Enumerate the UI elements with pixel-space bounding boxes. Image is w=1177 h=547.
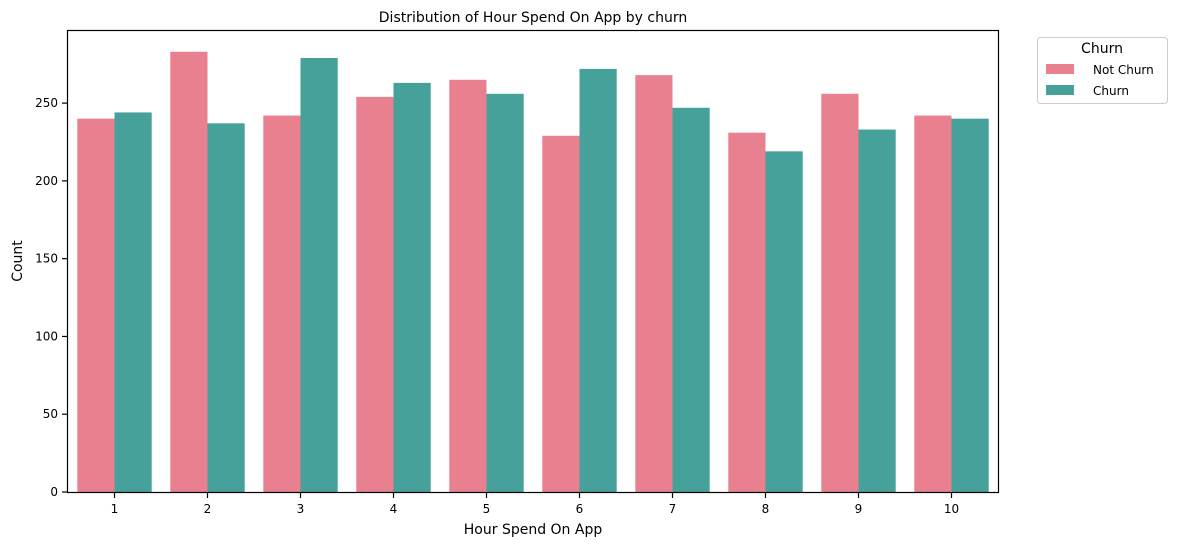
bar-not-churn-4	[356, 96, 394, 492]
y-tick-label: 250	[35, 96, 58, 110]
bar-not-churn-6	[542, 135, 580, 492]
bar-not-churn-5	[449, 79, 487, 492]
bar-not-churn-1	[77, 118, 115, 493]
y-tick-label: 100	[35, 329, 58, 343]
bar-churn-6	[579, 68, 617, 492]
x-axis: 1 2 3 4 5 6 7 8 9 10	[111, 492, 959, 516]
legend-label-not-churn: Not Churn	[1093, 63, 1154, 77]
bar-churn-7	[672, 107, 710, 492]
x-tick-label: 7	[669, 502, 677, 516]
y-axis-label: Count	[10, 240, 26, 282]
bar-churn-4	[393, 82, 431, 492]
x-tick-label: 1	[111, 502, 119, 516]
chart-title: Distribution of Hour Spend On App by chu…	[379, 10, 687, 26]
bar-not-churn-3	[263, 115, 301, 492]
x-tick-label: 10	[944, 502, 959, 516]
x-tick-label: 4	[390, 502, 398, 516]
bar-not-churn-9	[821, 93, 859, 492]
y-axis: 0 50 100 150 200 250	[35, 96, 68, 499]
x-axis-label: Hour Spend On App	[464, 522, 603, 538]
legend-swatch-churn	[1046, 85, 1074, 95]
x-tick-label: 9	[855, 502, 863, 516]
bars-group	[77, 51, 989, 493]
bar-churn-8	[765, 151, 803, 492]
bar-not-churn-8	[728, 132, 766, 493]
x-tick-label: 2	[204, 502, 212, 516]
x-tick-label: 8	[762, 502, 770, 516]
bar-churn-2	[207, 123, 245, 492]
x-tick-label: 6	[576, 502, 584, 516]
bar-churn-5	[486, 93, 524, 492]
bar-churn-1	[114, 112, 152, 492]
plot-frame	[66, 29, 1000, 494]
y-tick-label: 50	[43, 407, 58, 421]
y-tick-label: 200	[35, 174, 58, 188]
legend-title: Churn	[1081, 41, 1123, 57]
x-tick-label: 3	[297, 502, 305, 516]
legend-label-churn: Churn	[1093, 84, 1129, 98]
bar-not-churn-7	[635, 75, 673, 493]
legend-swatch-not-churn	[1046, 64, 1074, 74]
y-tick-label: 0	[50, 485, 58, 499]
legend: Churn Not Churn Churn	[1037, 37, 1168, 104]
bar-churn-3	[300, 58, 338, 492]
y-tick-label: 150	[35, 252, 58, 266]
x-tick-label: 5	[483, 502, 491, 516]
bar-not-churn-10	[914, 115, 952, 492]
bar-churn-10	[951, 118, 989, 493]
bar-not-churn-2	[170, 51, 208, 492]
bar-churn-9	[858, 129, 896, 492]
